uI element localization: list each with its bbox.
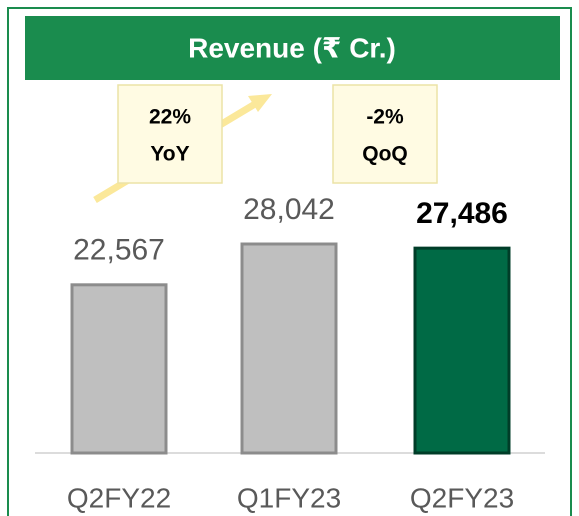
x-tick-label: Q1FY23 [237, 482, 341, 513]
value-label: 28,042 [243, 193, 335, 226]
annotation-text: QoQ [362, 143, 408, 166]
value-label: 22,567 [73, 234, 165, 267]
annotation-box [117, 84, 223, 184]
frame [7, 7, 572, 516]
bar [240, 242, 338, 455]
x-tick-label: Q2FY22 [67, 482, 171, 513]
chart-title: Revenue (₹ Cr.) [188, 32, 396, 63]
annotation-text: 22% [149, 106, 191, 129]
annotation-text: -2% [366, 106, 404, 129]
x-tick-label: Q2FY23 [410, 482, 514, 513]
title-banner [25, 16, 560, 80]
annotation-box [332, 84, 438, 184]
annotation-text: YoY [150, 143, 189, 166]
bar [413, 246, 511, 455]
arrow-head [248, 94, 272, 112]
bar [70, 283, 168, 455]
value-label: 27,486 [416, 197, 508, 230]
